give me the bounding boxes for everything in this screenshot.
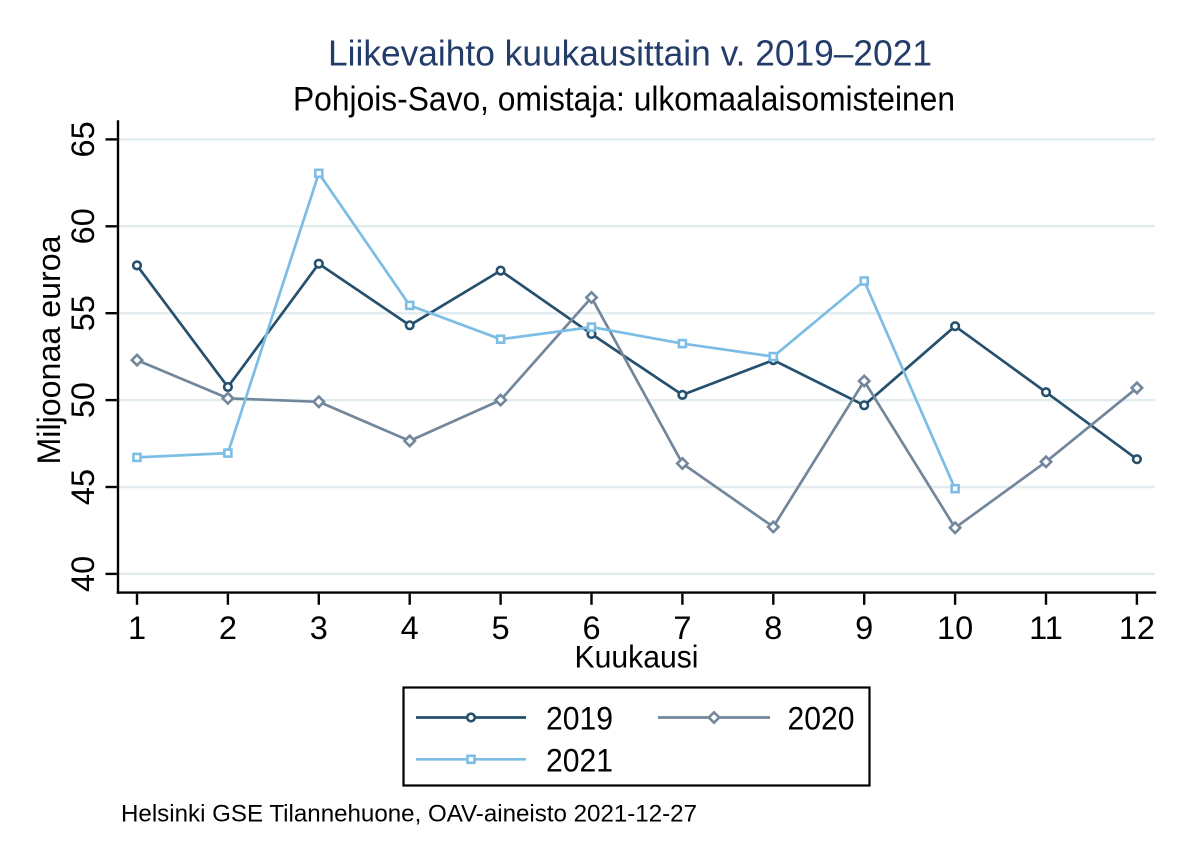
svg-text:2020: 2020 [788, 701, 855, 737]
svg-text:5: 5 [492, 610, 510, 646]
svg-text:12: 12 [1119, 610, 1155, 646]
svg-text:11: 11 [1029, 610, 1063, 646]
svg-text:60: 60 [65, 208, 101, 244]
svg-text:3: 3 [310, 610, 328, 646]
svg-text:Miljoonaa euroa: Miljoonaa euroa [31, 235, 67, 464]
svg-text:Helsinki GSE Tilannehuone, OAV: Helsinki GSE Tilannehuone, OAV-aineisto … [121, 801, 697, 828]
svg-text:Kuukausi: Kuukausi [575, 638, 699, 674]
svg-text:55: 55 [65, 295, 101, 331]
svg-text:2021: 2021 [546, 742, 613, 778]
svg-text:45: 45 [65, 469, 101, 505]
svg-text:50: 50 [65, 382, 101, 418]
svg-text:2: 2 [219, 610, 237, 646]
svg-text:10: 10 [937, 610, 973, 646]
svg-text:9: 9 [855, 610, 873, 646]
svg-text:40: 40 [65, 556, 101, 592]
svg-text:7: 7 [673, 610, 691, 646]
svg-text:Liikevaihto kuukausittain v. 2: Liikevaihto kuukausittain v. 2019–2021 [328, 32, 932, 73]
svg-text:4: 4 [401, 610, 419, 646]
svg-text:8: 8 [764, 610, 782, 646]
svg-text:65: 65 [65, 121, 101, 157]
svg-text:6: 6 [582, 610, 600, 646]
svg-text:1: 1 [128, 610, 146, 646]
svg-text:2019: 2019 [546, 701, 613, 737]
svg-text:Pohjois-Savo, omistaja: ulkoma: Pohjois-Savo, omistaja: ulkomaalaisomist… [293, 80, 955, 118]
